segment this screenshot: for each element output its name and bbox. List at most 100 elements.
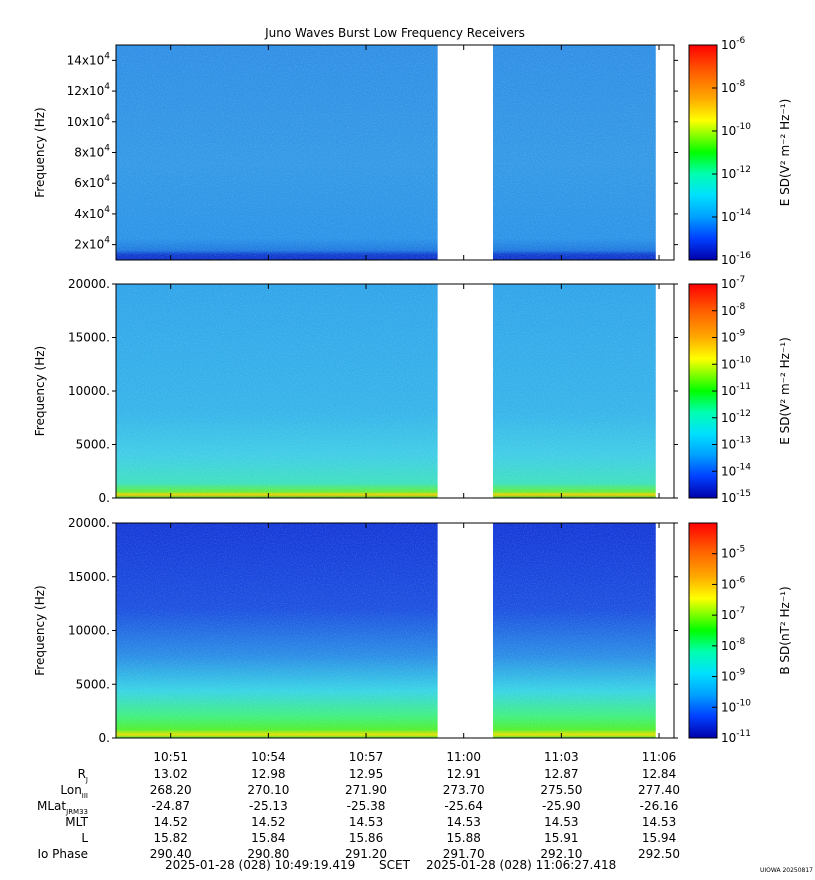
ephemeris-value: -25.64 [444, 799, 483, 813]
colorbar-tick-label: 10-5 [721, 545, 745, 561]
ephemeris-table: RJ 13.02 12.98 12.95 12.91 12.87 12.84 LonIII 26… [37, 767, 680, 861]
colorbar [688, 522, 718, 739]
ephemeris-value: 15.84 [251, 831, 285, 845]
colorbar-tick-label: 10-14 [721, 208, 751, 224]
colorbar-tick-label: 10-8 [721, 302, 746, 318]
y-tick-label: 20000. [68, 277, 110, 291]
y-tick-label: 5000. [76, 438, 110, 452]
ephemeris-value: 15.86 [349, 831, 383, 845]
ephemeris-value: 14.53 [544, 815, 578, 829]
y-axis-label: Frequency (Hz) [33, 346, 47, 437]
ephemeris-value: -25.38 [347, 799, 386, 813]
y-tick-label: 4x104 [74, 205, 110, 221]
ephemeris-value: 290.40 [150, 847, 192, 861]
ephemeris-value: -25.90 [542, 799, 581, 813]
spectrogram-texture [116, 523, 438, 738]
colorbar-tick-label: 10-12 [721, 165, 751, 181]
y-tick-label: 20000. [68, 516, 110, 530]
ephemeris-value: 12.98 [251, 767, 285, 781]
ephemeris-value: 275.50 [540, 783, 582, 797]
y-tick-label: 15000. [68, 570, 110, 584]
spectrogram-texture [492, 284, 656, 498]
ephemeris-value: 13.02 [154, 767, 188, 781]
y-tick-label: 8x104 [74, 144, 110, 160]
time-axis: 10:51 10:54 10:57 11:00 11:03 11:06 [153, 750, 676, 764]
colorbar [688, 44, 718, 261]
colorbar-tick-label: 10-10 [721, 122, 751, 138]
plot-title: Juno Waves Burst Low Frequency Receivers [264, 26, 525, 40]
y-tick-label: 10000. [68, 624, 110, 638]
colorbar-label: E SD(V² m⁻² Hz⁻¹) [778, 337, 792, 445]
time-tick-label: 10:57 [349, 750, 384, 764]
y-tick-label: 2x104 [74, 236, 110, 252]
y-tick-label: 0. [99, 491, 110, 505]
ephemeris-value: 291.70 [443, 847, 485, 861]
colorbar-tick-label: 10-15 [721, 489, 751, 505]
spectrogram-texture [116, 45, 438, 260]
colorbar-tick-label: 10-10 [721, 355, 751, 371]
ephemeris-value: 268.20 [150, 783, 192, 797]
colorbar-tick-label: 10-14 [721, 462, 751, 478]
colorbar-tick-label: 10-8 [721, 79, 746, 95]
ephemeris-value: 15.88 [447, 831, 481, 845]
ephemeris-label: MLT [65, 815, 88, 829]
ephemeris-value: 14.52 [154, 815, 188, 829]
colorbar-tick-label: 10-6 [721, 575, 746, 591]
y-tick-label: 14x104 [67, 51, 111, 67]
colorbar-label: E SD(V² m⁻² Hz⁻¹) [778, 99, 792, 207]
footer-scet-label: SCET [379, 858, 411, 872]
ephemeris-value: 15.94 [642, 831, 676, 845]
y-tick-label: 15000. [68, 331, 110, 345]
ephemeris-value: 273.70 [443, 783, 485, 797]
ephemeris-value: 15.91 [544, 831, 578, 845]
footer-start-time: 2025-01-28 (028) 10:49:19.419 [165, 858, 355, 872]
ephemeris-label: MLatJRM33 [37, 799, 88, 816]
y-tick-label: 5000. [76, 677, 110, 691]
panel-3: 0. 5000. 10000. 15000. 20000. Frequency (Hz) 1… [33, 516, 792, 745]
ephemeris-value: -24.87 [151, 799, 190, 813]
ephemeris-value: 292.10 [540, 847, 582, 861]
ephemeris-value: 277.40 [638, 783, 680, 797]
spectrogram-texture [492, 523, 656, 738]
y-tick-label: 0. [99, 731, 110, 745]
y-axis-label: Frequency (Hz) [33, 107, 47, 198]
colorbar-tick-label: 10-12 [721, 409, 751, 425]
colorbar-tick-label: 10-6 [721, 36, 746, 52]
ephemeris-value: 14.53 [349, 815, 383, 829]
colorbar-tick-label: 10-8 [721, 637, 746, 653]
spectrogram-texture [116, 284, 438, 498]
time-tick-label: 11:06 [642, 750, 677, 764]
y-axis-label: Frequency (Hz) [33, 585, 47, 676]
ephemeris-value: 292.50 [638, 847, 680, 861]
colorbar-tick-label: 10-9 [721, 668, 746, 684]
y-tick-label: 12x104 [67, 82, 111, 98]
y-tick-label: 6x104 [74, 174, 110, 190]
colorbar-tick-label: 10-16 [721, 251, 751, 267]
ephemeris-value: -25.13 [249, 799, 288, 813]
colorbar-tick-label: 10-7 [721, 606, 745, 622]
ephemeris-value: 12.91 [447, 767, 481, 781]
colorbar-label: B SD(nT² Hz⁻¹) [778, 586, 792, 674]
ephemeris-value: 270.10 [247, 783, 289, 797]
y-tick-label: 10x104 [67, 113, 111, 129]
ephemeris-label: Io Phase [37, 847, 88, 861]
ephemeris-value: 271.90 [345, 783, 387, 797]
ephemeris-value: 15.82 [154, 831, 188, 845]
ephemeris-value: 291.20 [345, 847, 387, 861]
y-tick-label: 10000. [68, 384, 110, 398]
ephemeris-value: -26.16 [640, 799, 679, 813]
panels: 2x104 4x104 6x104 8x104 10x104 12x104 14x104 Fr… [33, 36, 792, 764]
footer-end-time: 2025-01-28 (028) 11:06:27.418 [426, 858, 616, 872]
time-tick-label: 11:03 [544, 750, 579, 764]
time-tick-label: 10:54 [251, 750, 286, 764]
colorbar-tick-label: 10-11 [721, 729, 751, 745]
ephemeris-label: LonIII [60, 783, 88, 800]
ephemeris-value: 14.53 [447, 815, 481, 829]
time-tick-label: 11:00 [446, 750, 481, 764]
time-tick-label: 10:51 [153, 750, 188, 764]
ephemeris-label: RJ [78, 767, 88, 784]
colorbar-tick-label: 10-11 [721, 382, 751, 398]
ephemeris-value: 12.84 [642, 767, 676, 781]
ephemeris-value: 14.53 [642, 815, 676, 829]
